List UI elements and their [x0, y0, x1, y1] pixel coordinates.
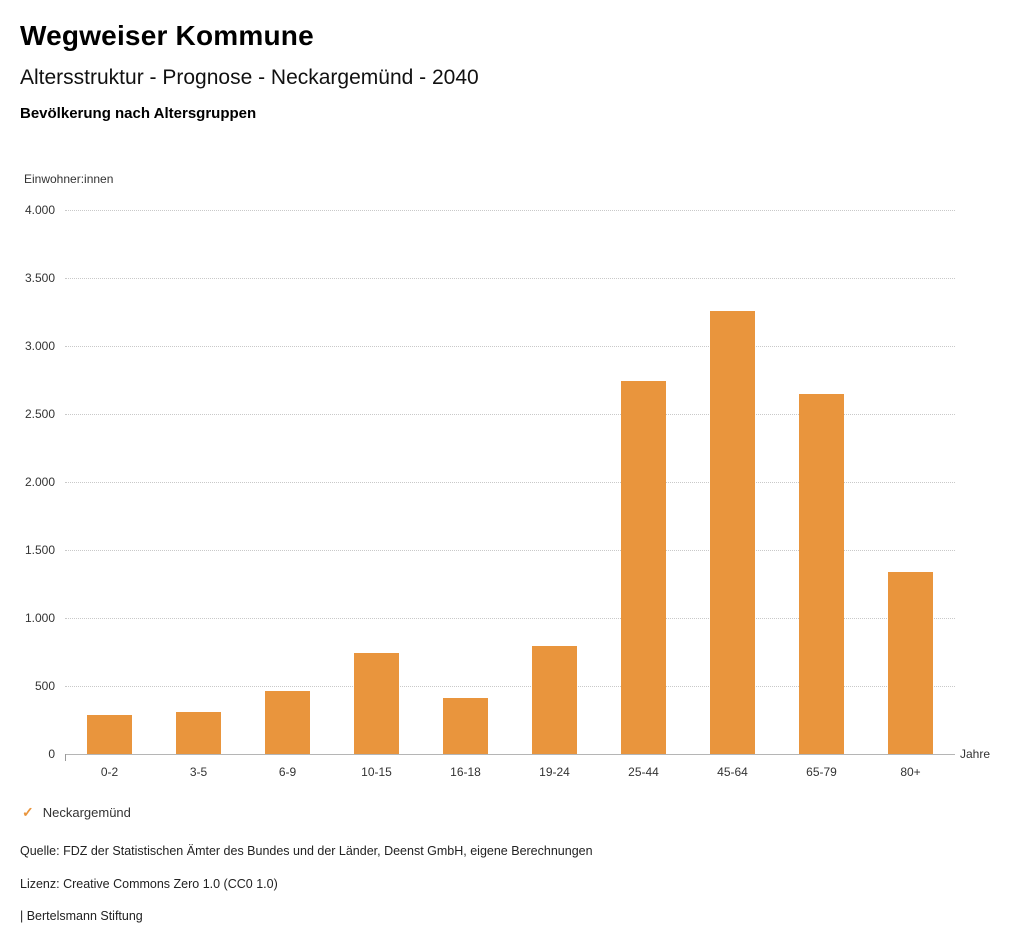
y-axis-title: Einwohner:innen: [24, 172, 114, 186]
legend-item-neckargemuend[interactable]: ✓ Neckargemünd: [22, 804, 131, 821]
x-tick-label: 16-18: [450, 765, 481, 779]
license-text: Lizenz: Creative Commons Zero 1.0 (CC0 1…: [20, 876, 278, 891]
bar-column: [866, 210, 955, 754]
attribution-text: | Bertelsmann Stiftung: [20, 909, 143, 923]
gridline: [65, 550, 955, 551]
x-tick-label: 25-44: [628, 765, 659, 779]
bars: [65, 210, 955, 754]
y-axis-ticks: 0 500 1.000 1.500 2.000 2.500 3.000 3.500 4.000: [0, 203, 55, 761]
bar-25-44[interactable]: [621, 380, 666, 754]
bar-0-2[interactable]: [87, 714, 132, 754]
gridline: [65, 482, 955, 483]
y-tick-label: 4.000: [24, 203, 55, 217]
gridline: [65, 686, 955, 687]
bar-45-64[interactable]: [710, 310, 755, 754]
y-tick-label: 3.500: [24, 271, 55, 285]
page-title: Wegweiser Kommune: [20, 20, 314, 51]
bar-6-9[interactable]: [265, 691, 310, 754]
gridline: [65, 414, 955, 415]
bar-16-18[interactable]: [443, 697, 488, 754]
bar-column: [688, 210, 777, 754]
plot-area: [65, 210, 955, 755]
x-axis-ticks: 0-2 3-5 6-9 10-15 16-18 19-24 25-44 45-64 65-79 8…: [65, 765, 955, 779]
y-tick-label: 3.000: [24, 339, 55, 353]
y-tick-label: 0: [48, 747, 55, 761]
source-text: Quelle: FDZ der Statistischen Ämter des …: [20, 844, 593, 858]
bar-80+[interactable]: [888, 571, 933, 754]
x-tick-label: 0-2: [100, 765, 119, 779]
y-tick-label: 2.000: [24, 475, 55, 489]
bar-19-24[interactable]: [532, 645, 577, 754]
bar-column: [777, 210, 866, 754]
chart-subtitle: Altersstruktur - Prognose - Neckargemünd…: [20, 66, 479, 89]
bar-column: [421, 210, 510, 754]
bar-10-15[interactable]: [354, 653, 399, 754]
gridline: [65, 346, 955, 347]
y-tick-label: 1.000: [24, 611, 55, 625]
x-axis-line: [65, 754, 955, 755]
bar-column: [510, 210, 599, 754]
x-tick-label: 80+: [900, 765, 921, 779]
bar-3-5[interactable]: [176, 711, 221, 754]
check-icon: ✓: [22, 804, 34, 820]
chart-heading: Bevölkerung nach Altersgruppen: [20, 105, 257, 122]
x-tick-label: 65-79: [806, 765, 837, 779]
bar-65-79[interactable]: [799, 393, 844, 754]
y-tick-label: 500: [34, 679, 55, 693]
y-tick-label: 1.500: [24, 543, 55, 557]
bar-column: [154, 210, 243, 754]
x-tick-label: 3-5: [189, 765, 208, 779]
bar-column: [243, 210, 332, 754]
gridline: [65, 618, 955, 619]
x-axis-title: Jahre: [960, 747, 991, 761]
bar-column: [599, 210, 688, 754]
x-tick-label: 19-24: [539, 765, 570, 779]
bar-column: [65, 210, 154, 754]
x-tick-label: 45-64: [717, 765, 748, 779]
legend-label: Neckargemünd: [42, 805, 131, 820]
y-tick-label: 2.500: [24, 407, 55, 421]
footer: Quelle: FDZ der Statistischen Ämter des …: [20, 844, 593, 942]
x-tick-label: 10-15: [361, 765, 392, 779]
x-tick-label: 6-9: [278, 765, 297, 779]
bar-column: [332, 210, 421, 754]
gridline: [65, 278, 955, 279]
x-axis-origin-tick: [65, 754, 66, 761]
gridline: [65, 210, 955, 211]
